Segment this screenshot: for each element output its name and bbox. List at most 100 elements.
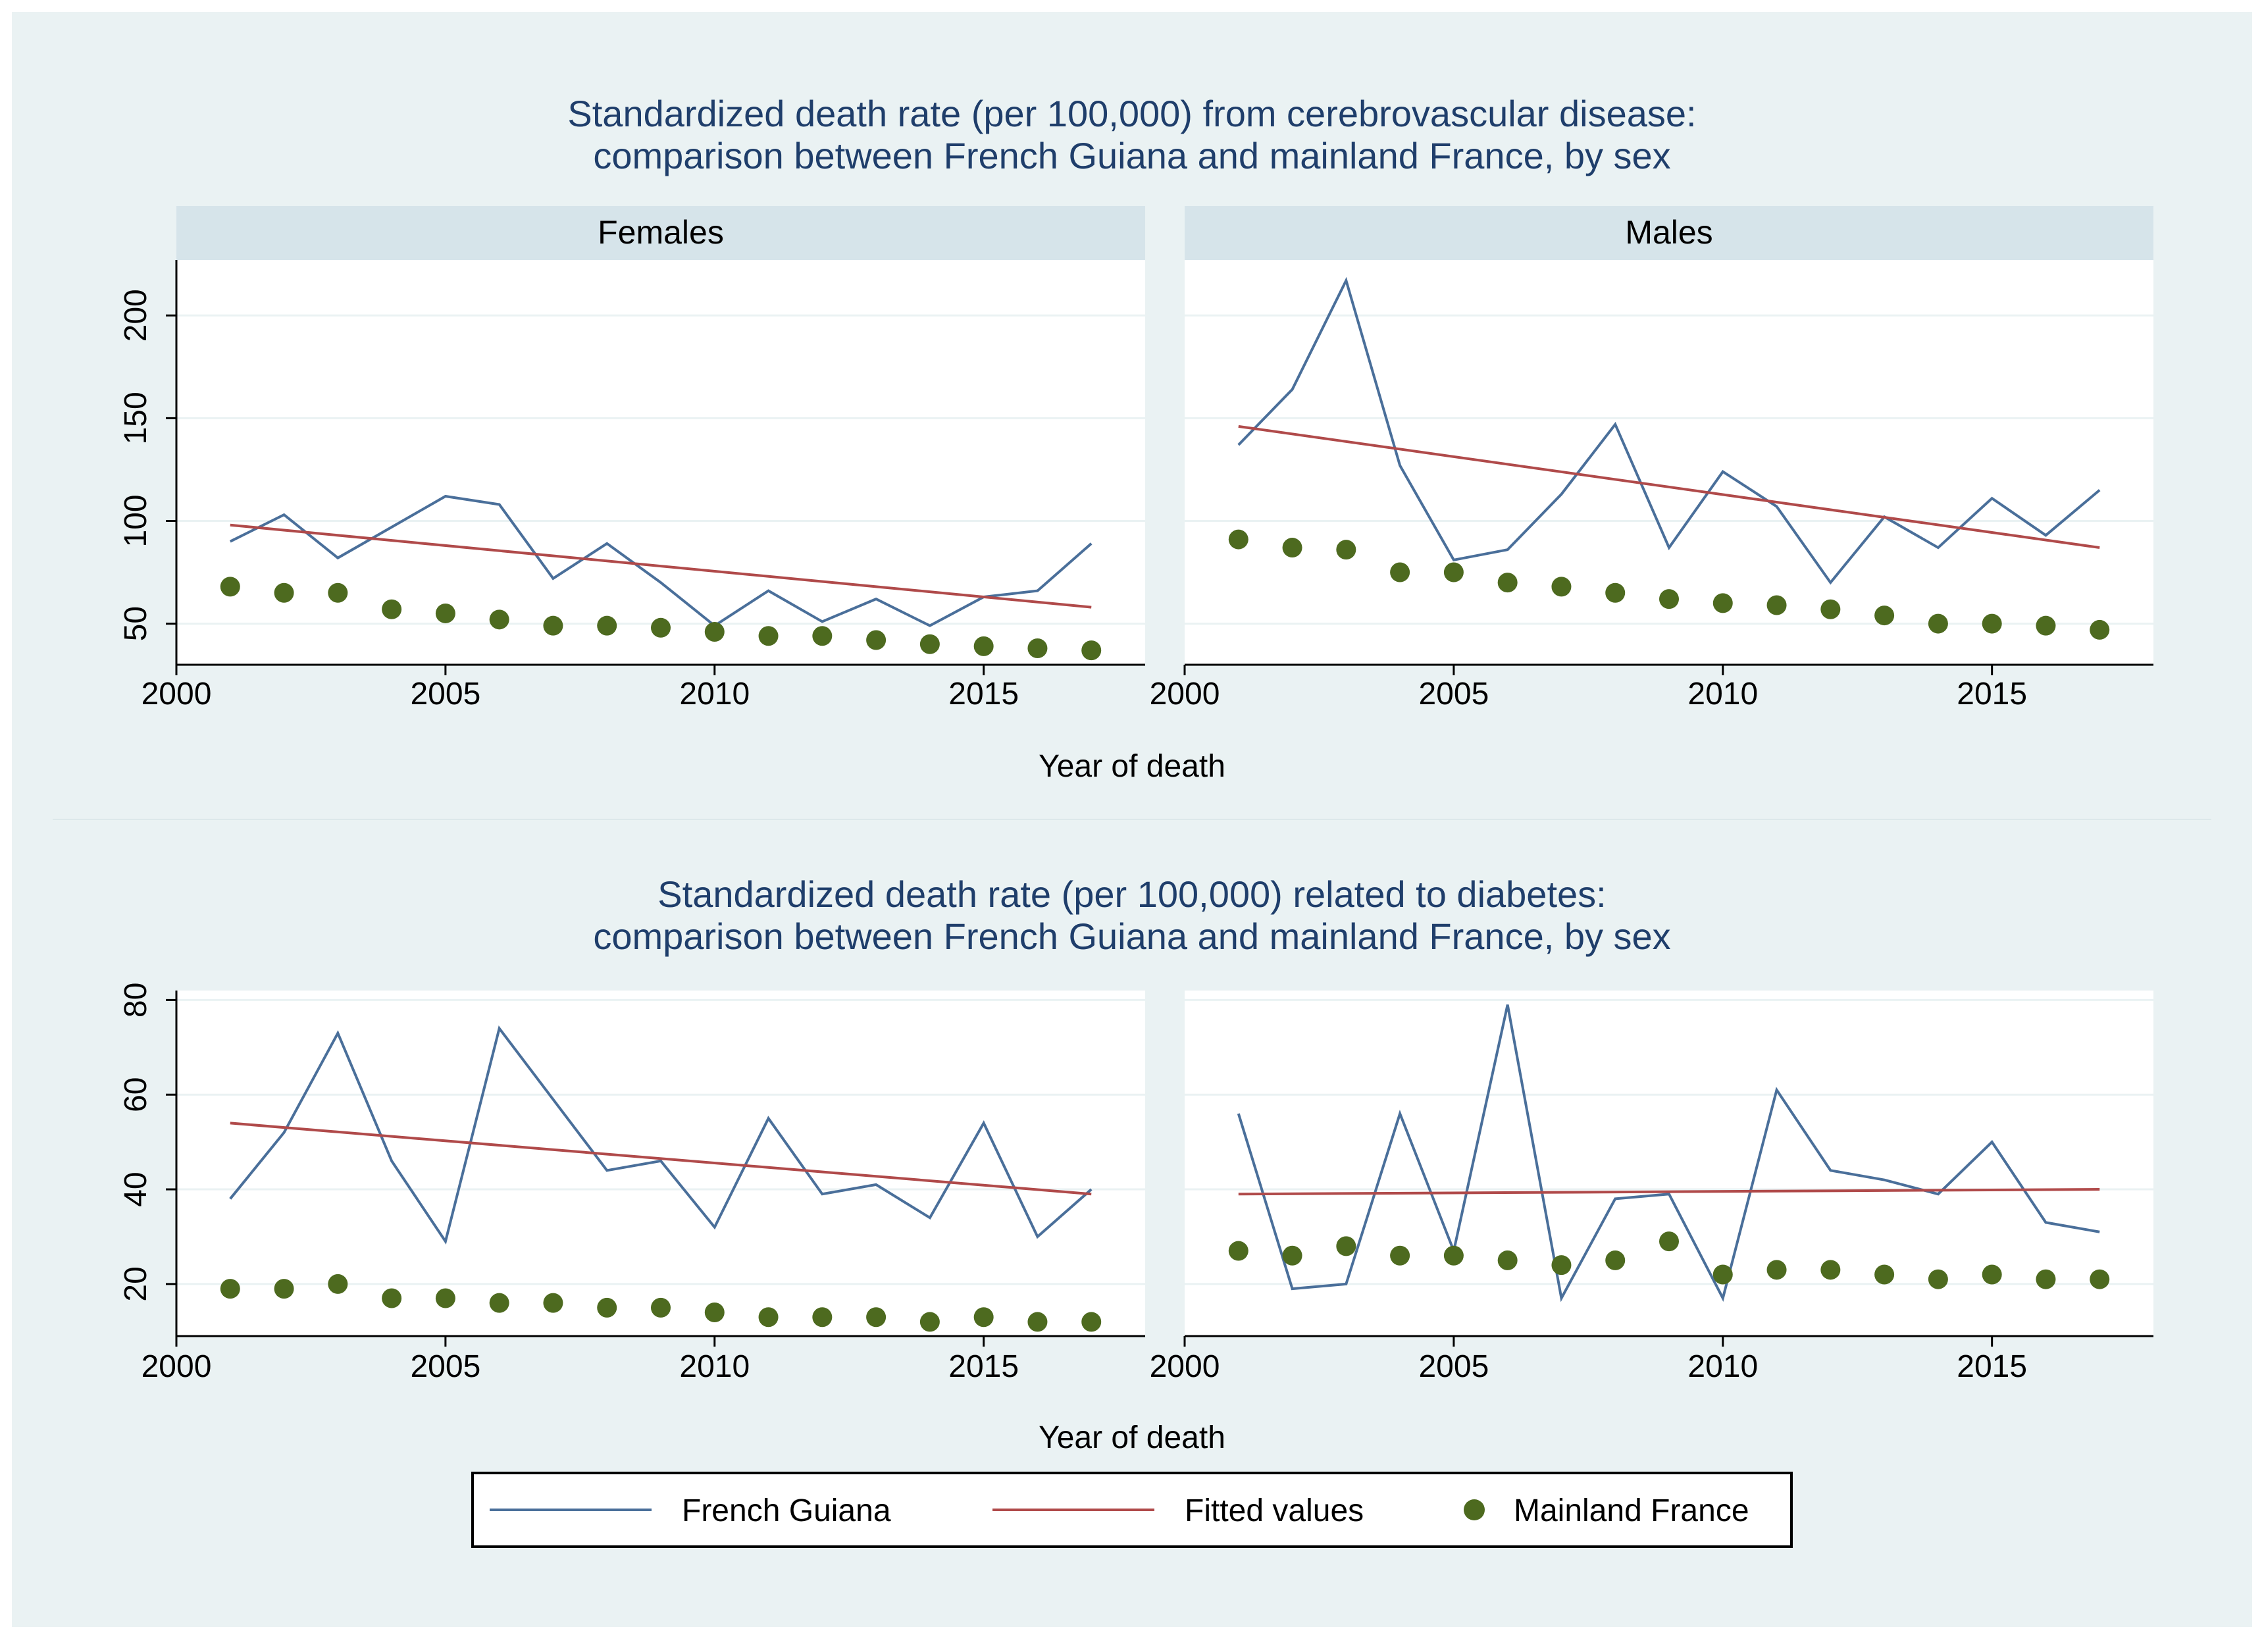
point-mainland-france-2009 [1659, 589, 1679, 609]
strip-label-males: Males [1625, 214, 1712, 251]
series-french-guiana-line [1237, 276, 2101, 585]
legend-label-french-guiana: French Guiana [682, 1493, 891, 1528]
point-mainland-france-2011 [1766, 1260, 1787, 1280]
point-mainland-france-2005 [435, 1288, 455, 1308]
point-mainland-france-2003 [1336, 1236, 1356, 1256]
point-mainland-france-2012 [1820, 1260, 1841, 1280]
point-mainland-france-2005 [1443, 1245, 1464, 1266]
point-mainland-france-2016 [2036, 615, 2056, 636]
legend-label-fitted-values: Fitted values [1185, 1493, 1364, 1528]
x-tick-label-2000: 2000 [142, 677, 212, 711]
y-tick-label-100: 100 [118, 494, 153, 547]
series-fitted-values-line [230, 523, 1092, 609]
point-mainland-france-2007 [1551, 1255, 1572, 1276]
panel-diabetes-males [1183, 998, 2153, 1347]
point-mainland-france-2002 [1282, 1245, 1302, 1266]
strip-females [176, 206, 1145, 260]
point-mainland-france-2009 [651, 617, 671, 638]
point-mainland-france-2010 [704, 622, 725, 642]
x-tick-label-2000: 2000 [1150, 1349, 1220, 1384]
series-french-guiana-line [229, 1025, 1093, 1245]
chart-2-x-axis-title: Year of death [1039, 1420, 1225, 1455]
point-mainland-france-2012 [812, 1307, 833, 1328]
y-tick-label-200: 200 [118, 289, 153, 342]
point-mainland-france-2016 [2036, 1269, 2056, 1289]
point-mainland-france-2017 [2090, 1269, 2110, 1289]
point-mainland-france-2012 [812, 626, 833, 646]
chart-2-title-line-1: Standardized death rate (per 100,000) re… [657, 873, 1606, 915]
y-tick-label-50: 50 [118, 606, 153, 641]
legend-label-mainland-france: Mainland France [1514, 1493, 1749, 1528]
panel-cerebrovascular-females [166, 260, 1145, 675]
point-mainland-france-2005 [1443, 562, 1464, 582]
point-mainland-france-2007 [543, 615, 563, 636]
point-mainland-france-2014 [1928, 613, 1948, 634]
point-mainland-france-2017 [1081, 1312, 1102, 1332]
x-tick-label-2010: 2010 [679, 1349, 750, 1384]
point-mainland-france-2015 [973, 1307, 994, 1328]
series-fitted-values-line [230, 1122, 1092, 1196]
point-mainland-france-2011 [758, 1307, 779, 1328]
x-tick-label-2005: 2005 [410, 1349, 480, 1384]
series-french-guiana-line [229, 494, 1093, 628]
point-mainland-france-2013 [1874, 606, 1895, 626]
chart-2-y-tick-labels: 20 40 60 80 [118, 983, 153, 1302]
x-tick-label-2010: 2010 [679, 677, 750, 711]
point-mainland-france-2013 [866, 630, 887, 650]
point-mainland-france-2017 [1081, 640, 1102, 661]
x-tick-label-2015: 2015 [948, 1349, 1019, 1384]
point-mainland-france-2004 [1390, 562, 1410, 582]
point-mainland-france-2009 [651, 1297, 671, 1318]
point-mainland-france-2008 [1605, 1250, 1626, 1270]
point-mainland-france-2003 [328, 582, 348, 603]
point-mainland-france-2008 [597, 615, 617, 636]
point-mainland-france-2011 [758, 626, 779, 646]
point-mainland-france-2013 [1874, 1264, 1895, 1285]
series-fitted-values-line [1238, 425, 2100, 550]
point-mainland-france-2008 [1605, 582, 1626, 603]
y-tick-label-60: 60 [118, 1077, 153, 1112]
chart-1-x-axis-title: Year of death [1039, 749, 1225, 784]
chart-1-y-tick-labels: 50 100 150 200 [118, 289, 153, 641]
point-mainland-france-2004 [1390, 1245, 1410, 1266]
point-mainland-france-2001 [1228, 529, 1248, 550]
point-mainland-france-2010 [1712, 593, 1733, 613]
y-tick-label-20: 20 [118, 1266, 153, 1301]
y-tick-label-80: 80 [118, 983, 153, 1018]
point-mainland-france-2017 [2090, 619, 2110, 640]
point-mainland-france-2010 [704, 1303, 725, 1323]
series-fitted-values-line [1238, 1188, 2100, 1196]
x-tick-label-2010: 2010 [1687, 677, 1758, 711]
series-french-guiana-line [1237, 1004, 2100, 1303]
point-mainland-france-2016 [1027, 638, 1048, 659]
point-mainland-france-2016 [1027, 1312, 1048, 1332]
y-tick-label-40: 40 [118, 1172, 153, 1206]
point-mainland-france-2004 [382, 1288, 402, 1308]
point-mainland-france-2012 [1820, 599, 1841, 619]
x-tick-label-2005: 2005 [1418, 677, 1489, 711]
point-mainland-france-2013 [866, 1307, 887, 1328]
chart-1-x-tick-labels: 2000 2005 2010 2015 2000 2005 2010 2015 [142, 677, 2027, 711]
point-mainland-france-2001 [1228, 1241, 1248, 1261]
x-tick-label-2015: 2015 [1957, 1349, 2027, 1384]
point-mainland-france-2001 [220, 577, 240, 597]
point-mainland-france-2005 [435, 603, 455, 623]
chart-2-title-line-2: comparison between French Guiana and mai… [593, 916, 1670, 957]
point-mainland-france-2007 [1551, 577, 1572, 597]
point-mainland-france-2006 [489, 1293, 509, 1313]
point-mainland-france-2006 [489, 609, 509, 630]
panel-1-females-plot-area [176, 260, 1145, 665]
point-mainland-france-2007 [543, 1293, 563, 1313]
point-mainland-france-2002 [274, 582, 294, 603]
point-mainland-france-2006 [1497, 573, 1518, 593]
x-tick-label-2000: 2000 [142, 1349, 212, 1384]
point-mainland-france-2009 [1659, 1231, 1679, 1252]
point-mainland-france-2003 [1336, 540, 1356, 560]
chart-1-title-line-2: comparison between French Guiana and mai… [593, 135, 1670, 176]
chart-1-title-line-1: Standardized death rate (per 100,000) fr… [567, 93, 1696, 134]
point-mainland-france-2014 [919, 1312, 940, 1332]
y-tick-label-150: 150 [118, 392, 153, 444]
point-mainland-france-2011 [1766, 595, 1787, 615]
point-mainland-france-2002 [1282, 538, 1302, 558]
point-mainland-france-2015 [1982, 613, 2002, 634]
